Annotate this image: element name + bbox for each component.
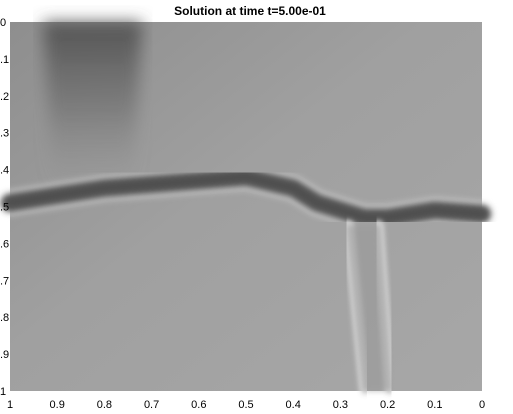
y-tick-label: .1 xyxy=(0,54,9,66)
y-tick-label: .3 xyxy=(0,128,9,140)
y-tick-label: 1 xyxy=(0,386,6,398)
x-tick-label: 0.8 xyxy=(97,399,112,411)
y-tick-label: 0 xyxy=(0,17,6,29)
y-tick-label: .5 xyxy=(0,202,9,214)
x-tick-label: 0.2 xyxy=(380,399,395,411)
x-tick-label: 0.7 xyxy=(144,399,159,411)
x-tick-label: 0.6 xyxy=(191,399,206,411)
plot-area xyxy=(0,22,495,396)
y-tick-label: .7 xyxy=(0,275,9,287)
x-tick-label: 0.5 xyxy=(238,399,253,411)
x-tick-label: 0.1 xyxy=(427,399,442,411)
y-tick-label: .2 xyxy=(0,91,9,103)
x-tick-label: 1 xyxy=(7,399,13,411)
y-axis-ticks: 0 .1 .2 .3 .4 .5 .6 .7 .8 .9 1 xyxy=(0,17,9,398)
y-tick-label: .9 xyxy=(0,349,9,361)
vertical-channels xyxy=(343,220,395,396)
x-tick-label: 0.4 xyxy=(286,399,301,411)
channel-gap xyxy=(348,224,390,391)
x-tick-label: 0.3 xyxy=(333,399,348,411)
dark-plume xyxy=(43,22,143,189)
x-tick-label: 0.9 xyxy=(50,399,65,411)
y-tick-label: .6 xyxy=(0,238,9,250)
x-axis-ticks: 1 0.9 0.8 0.7 0.6 0.5 0.4 0.3 0.2 0.1 0 xyxy=(7,399,485,411)
horizontal-band xyxy=(0,164,495,231)
chart-title: Solution at time t=5.00e-01 xyxy=(174,4,326,18)
band-center-line xyxy=(6,173,486,222)
y-tick-label: .4 xyxy=(0,165,9,177)
x-tick-label: 0 xyxy=(479,399,485,411)
y-tick-label: .8 xyxy=(0,312,9,324)
dark-plume-shape xyxy=(43,22,143,189)
